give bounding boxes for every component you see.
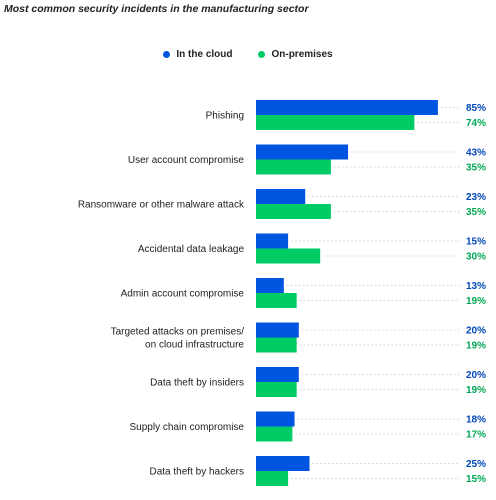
category-label: Data theft by hackers bbox=[150, 467, 245, 478]
value-label-onprem: 35% bbox=[466, 163, 486, 174]
bar-onprem bbox=[256, 293, 297, 308]
legend-label-cloud: In the cloud bbox=[176, 49, 233, 60]
category-label: Phishing bbox=[206, 111, 244, 122]
bar-cloud bbox=[256, 189, 306, 204]
legend-item-onprem: On-premises bbox=[258, 49, 333, 60]
bar-onprem bbox=[256, 248, 321, 264]
bar-cloud bbox=[256, 278, 284, 293]
value-label-cloud: 25% bbox=[466, 459, 486, 470]
value-label-cloud: 43% bbox=[466, 148, 486, 159]
legend-dot-cloud-icon bbox=[163, 51, 171, 58]
value-label-onprem: 19% bbox=[466, 385, 486, 396]
legend-item-cloud: In the cloud bbox=[163, 49, 232, 60]
bar-onprem bbox=[256, 159, 331, 175]
category-label: Data theft by insiders bbox=[150, 378, 244, 389]
bar-onprem bbox=[256, 426, 293, 442]
value-label-onprem: 35% bbox=[466, 207, 486, 218]
legend-label-onprem: On-premises bbox=[271, 49, 333, 60]
value-label-cloud: 15% bbox=[466, 237, 486, 248]
bar-onprem bbox=[256, 337, 297, 353]
bar-cloud bbox=[256, 322, 299, 338]
bar-onprem bbox=[256, 115, 415, 130]
bar-cloud bbox=[256, 100, 438, 115]
value-label-onprem: 17% bbox=[466, 430, 486, 441]
category-label: Targeted attacks on premises/on cloud in… bbox=[111, 327, 245, 351]
value-label-onprem: 30% bbox=[466, 252, 486, 263]
bar-onprem bbox=[256, 471, 289, 486]
bar-cloud bbox=[256, 367, 299, 382]
category-label: User account compromise bbox=[128, 155, 245, 166]
value-label-onprem: 74% bbox=[466, 118, 486, 129]
value-label-cloud: 23% bbox=[466, 192, 486, 203]
category-label: Supply chain compromise bbox=[130, 422, 245, 433]
bar-cloud bbox=[256, 411, 295, 427]
value-label-cloud: 13% bbox=[466, 281, 486, 292]
bar-cloud bbox=[256, 144, 349, 160]
value-label-cloud: 20% bbox=[466, 370, 486, 381]
chart-legend: In the cloud On-premises bbox=[0, 49, 496, 60]
bar-cloud bbox=[256, 233, 289, 249]
legend-dot-onprem-icon bbox=[258, 51, 266, 58]
bar-onprem bbox=[256, 204, 331, 219]
category-label: Admin account compromise bbox=[121, 289, 245, 300]
value-label-cloud: 85% bbox=[466, 103, 486, 114]
category-label: Ransomware or other malware attack bbox=[78, 200, 245, 211]
value-label-onprem: 19% bbox=[466, 296, 486, 307]
category-label: Accidental data leakage bbox=[138, 244, 245, 255]
value-label-onprem: 19% bbox=[466, 341, 486, 352]
bar-cloud bbox=[256, 456, 310, 471]
value-label-cloud: 18% bbox=[466, 415, 486, 426]
value-label-onprem: 15% bbox=[466, 474, 486, 485]
value-label-cloud: 20% bbox=[466, 326, 486, 337]
chart-title: Most common security incidents in the ma… bbox=[4, 3, 309, 15]
bar-onprem bbox=[256, 382, 297, 397]
